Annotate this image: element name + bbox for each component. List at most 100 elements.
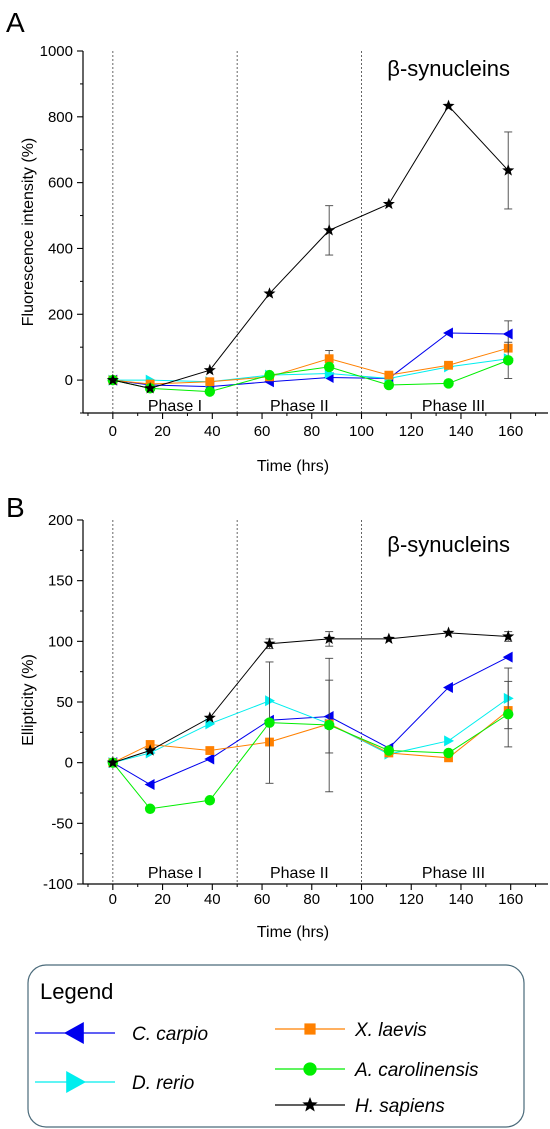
panel-a-y-tick-label: 1000: [40, 43, 73, 60]
panel-b-x-tick-label: 20: [154, 891, 171, 908]
panel-b-x-tick-label: 160: [498, 891, 523, 908]
legend-entry-a-carolinensis: A. carolinensis: [275, 1060, 479, 1081]
panel-a-point-h-sapiens: [323, 224, 336, 236]
panel-a-point-h-sapiens: [106, 373, 119, 386]
panel-a-point-h-sapiens: [203, 363, 216, 376]
panel-a-point-c-carpio: [443, 327, 453, 339]
panel-b-y-tick-label: 100: [48, 633, 73, 650]
panel-a-x-tick-label: 60: [254, 423, 271, 440]
panel-a-title: β-synucleins: [387, 56, 510, 81]
legend-label: C. carpio: [132, 1024, 208, 1045]
panel-a-x-tick-label: 20: [154, 423, 171, 440]
panel-a-y-tick-label: 800: [48, 109, 73, 126]
panel-b-series-a-carolinensis: [107, 657, 514, 814]
legend-entry-c-carpio: C. carpio: [35, 1022, 208, 1045]
panel-a-point-h-sapiens: [144, 381, 157, 394]
panel-b-point-c-carpio: [443, 681, 453, 693]
legend-label: D. rerio: [132, 1073, 194, 1094]
panel-b-point-c-carpio: [323, 711, 334, 723]
legend-marker: [302, 1096, 318, 1112]
panel-a-point-x-laevis: [384, 370, 394, 380]
panel-b-line-c-carpio: [112, 656, 509, 786]
panel-b-point-x-laevis: [205, 746, 215, 755]
panel-b-point-c-carpio: [502, 651, 513, 663]
panel-b-point-h-sapiens: [442, 626, 455, 638]
panel-b-point-h-sapiens: [382, 632, 395, 645]
panel-b-point-h-sapiens: [203, 711, 216, 723]
panel-a-point-x-laevis: [205, 377, 215, 387]
panel-a-phase-label: Phase II: [270, 398, 329, 415]
panel-b-letter: B: [6, 492, 25, 523]
panel-a-point-h-sapiens: [502, 164, 515, 176]
panel-b-point-a-carolinensis: [383, 745, 395, 756]
panel-b-point-h-sapiens: [144, 744, 157, 756]
panel-b-point-a-carolinensis: [443, 747, 454, 759]
legend-label: H. sapiens: [355, 1096, 445, 1117]
panel-a-series-h-sapiens: [106, 99, 515, 394]
panel-b-x-tick-label: 120: [399, 891, 424, 908]
panel-b-phase-label: Phase I: [148, 865, 202, 882]
panel-a-x-tick-label: 160: [498, 423, 523, 440]
panel-a-line-d-rerio: [112, 358, 509, 383]
panel-a-point-a-carolinensis: [323, 361, 335, 373]
legend-label: A. carolinensis: [354, 1060, 479, 1081]
panel-b-point-a-carolinensis: [204, 795, 216, 806]
panel-b-x-axis-title: Time (hrs): [257, 924, 329, 941]
panel-a-y-tick-label: 0: [65, 372, 73, 389]
panel-a-x-tick-label: 140: [448, 423, 473, 440]
panel-a-point-a-carolinensis: [204, 386, 216, 397]
panel-b-x-tick-label: 100: [349, 891, 374, 908]
panel-b-y-axis-title: Ellipticity (%): [20, 654, 37, 746]
panel-b-point-h-sapiens: [263, 637, 276, 649]
panel-b-series-h-sapiens: [106, 626, 515, 768]
panel-b-x-tick-label: 40: [204, 891, 221, 908]
panel-a-line-h-sapiens: [112, 105, 509, 389]
panel-a-point-h-sapiens: [263, 287, 276, 299]
panel-b-title: β-synucleins: [387, 532, 510, 557]
panel-a-point-a-carolinensis: [264, 369, 275, 381]
panel-b-point-h-sapiens: [323, 632, 336, 645]
legend-marker: [66, 1071, 86, 1093]
panel-b-x-tick-label: 80: [303, 891, 320, 908]
legend-label: X. laevis: [354, 1020, 427, 1041]
legend-items: C. carpio X. laevis D. rerio A. carolinensi…: [35, 1020, 479, 1117]
panel-b-plot-area: -100 -50 0 50 100 150 200 0 20 40 60 80 100 120 140 160…: [43, 512, 548, 908]
panel-b-point-a-carolinensis: [144, 803, 156, 814]
legend-marker: [304, 1023, 316, 1035]
panel-b-phase-label: Phase III: [422, 865, 485, 882]
panel-b-phase-label: Phase II: [270, 865, 329, 882]
panel-b-line-h-sapiens: [112, 632, 509, 764]
panel-a-phase-label: Phase I: [148, 398, 202, 415]
legend-entry-d-rerio: D. rerio: [35, 1071, 194, 1094]
panel-a-y-tick-label: 600: [48, 175, 73, 192]
panel-b-point-a-carolinensis: [502, 708, 514, 720]
panel-b-y-tick-label: 150: [48, 573, 73, 590]
panel-a-point-a-carolinensis: [502, 355, 514, 366]
panel-b-point-d-rerio: [444, 735, 455, 747]
panel-a-phase-label: Phase III: [422, 398, 485, 415]
panel-a-line-a-carolinensis: [112, 359, 509, 393]
legend-marker: [303, 1062, 317, 1076]
panel-a-x-tick-label: 40: [204, 423, 221, 440]
panel-b-series-x-laevis: [108, 706, 513, 768]
panel-a-point-h-sapiens: [442, 99, 455, 112]
panel-a-point-h-sapiens: [382, 197, 395, 210]
panel-a: A β-synucleins Time (hrs) Fluorescence i…: [6, 7, 548, 475]
panel-b-y-tick-label: -100: [43, 876, 73, 893]
legend-entry-h-sapiens: H. sapiens: [275, 1096, 445, 1117]
panel-b-point-c-carpio: [144, 779, 155, 791]
panel-b-point-c-carpio: [204, 753, 215, 765]
panel-a-point-c-carpio: [502, 328, 513, 340]
panel-b-y-tick-label: 200: [48, 512, 73, 529]
panel-b-x-tick-label: 140: [448, 891, 473, 908]
panel-a-point-x-laevis: [444, 360, 453, 370]
panel-a-y-axis-title: Fluorescence intensity (%): [20, 138, 37, 327]
panel-a-x-axis-title: Time (hrs): [257, 458, 329, 475]
panel-a-x-tick-label: 120: [399, 423, 424, 440]
panel-a-x-tick-label: 80: [303, 423, 320, 440]
legend-frame: [27, 964, 525, 1128]
panel-b-line-d-rerio: [112, 697, 509, 764]
panel-b-series-c-carpio: [107, 651, 513, 791]
